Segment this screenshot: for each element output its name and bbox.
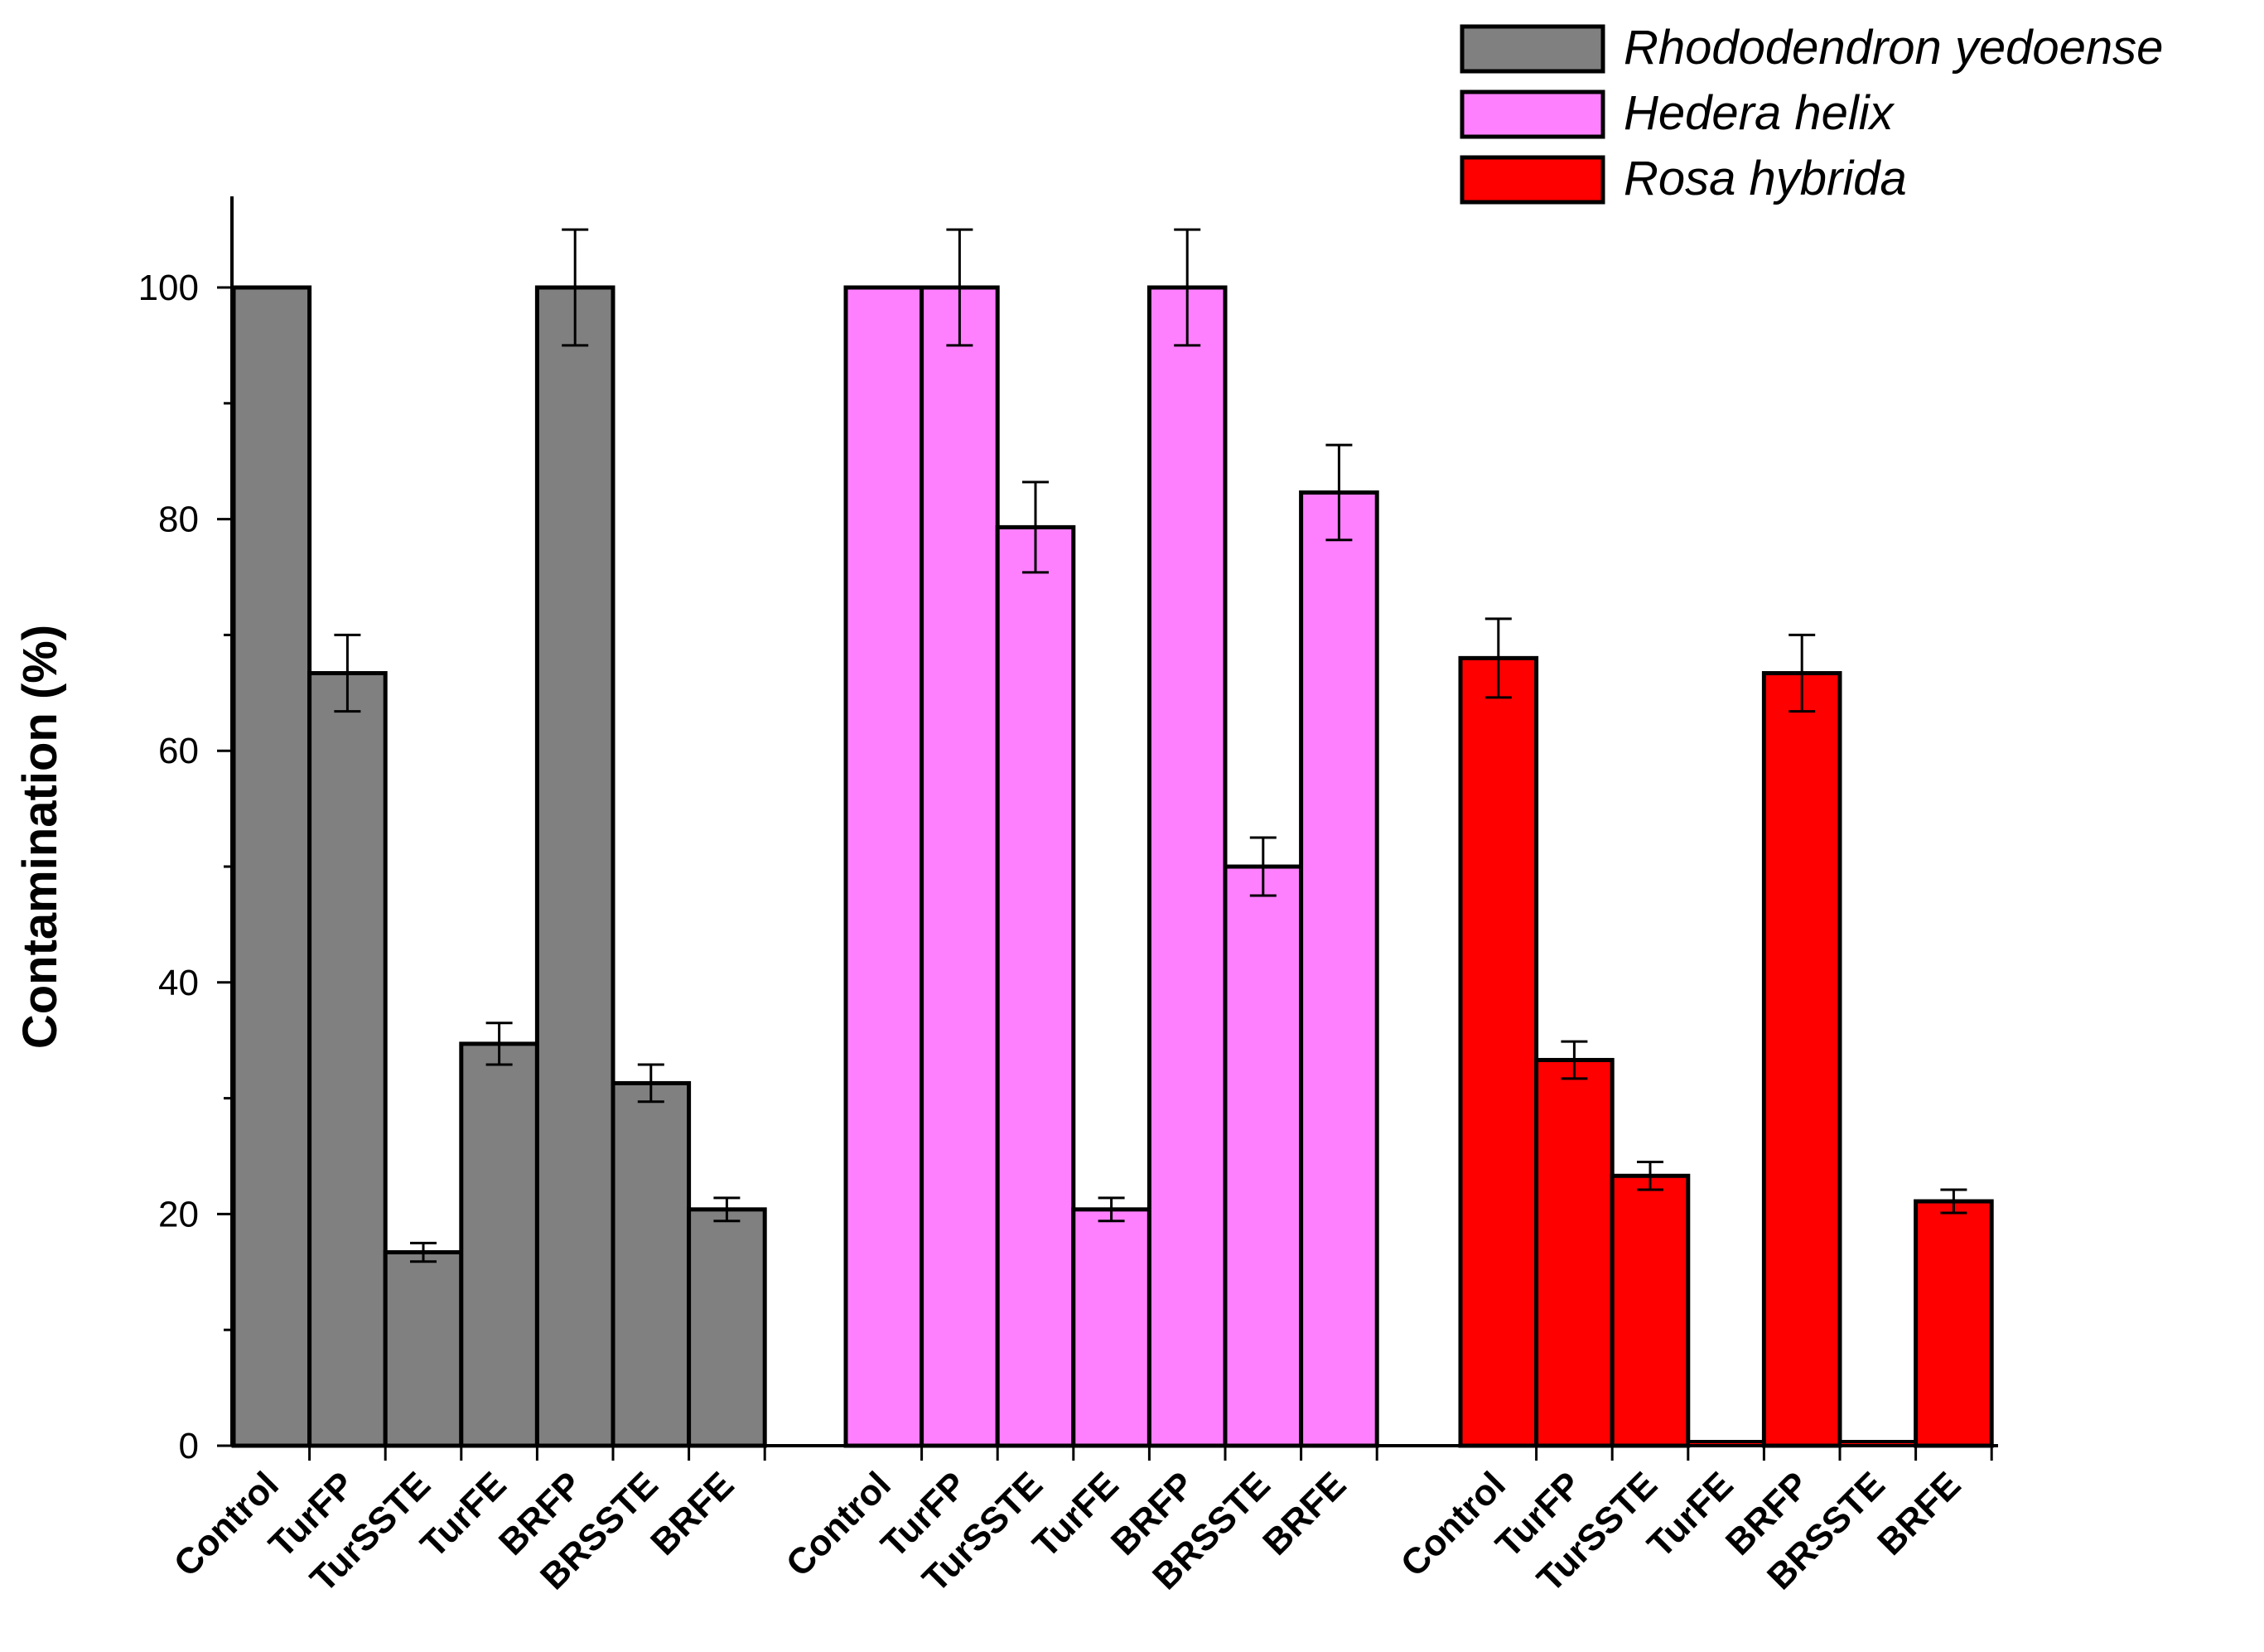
bar-hedera-helix-brfe[interactable]	[1299, 490, 1379, 1448]
bar-rosa-hybrida-brfe[interactable]	[1914, 1199, 1994, 1448]
bar-rhododendron-yedoense-brfp[interactable]	[534, 285, 615, 1448]
y-tick-label: 20	[158, 1194, 199, 1234]
y-tick-label: 100	[138, 268, 199, 308]
bar-rhododendron-yedoense-brfe[interactable]	[687, 1207, 767, 1448]
bar-rosa-hybrida-control[interactable]	[1458, 655, 1539, 1448]
bar-hedera-helix-turfp[interactable]	[920, 285, 1000, 1448]
legend-label: Rhododendron yedoense	[1624, 21, 2163, 75]
y-tick-label: 0	[179, 1426, 199, 1466]
bar-rhododendron-yedoense-brsste[interactable]	[611, 1080, 692, 1448]
bar-hedera-helix-tursste[interactable]	[995, 524, 1076, 1448]
bar-rosa-hybrida-turfp[interactable]	[1534, 1057, 1615, 1448]
category-label: Control	[167, 1464, 287, 1584]
bar-hedera-helix-brfp[interactable]	[1146, 285, 1228, 1448]
legend-label: Hedera helix	[1624, 86, 1895, 140]
legend-swatch-hedera-helix	[1460, 89, 1605, 139]
bar-rhododendron-yedoense-turfp[interactable]	[307, 671, 388, 1448]
bar-rosa-hybrida-tursste[interactable]	[1610, 1173, 1691, 1448]
bar-rhododendron-yedoense-turfe[interactable]	[459, 1041, 539, 1448]
category-label: BRFE	[1870, 1464, 1968, 1563]
category-label: Control	[1393, 1464, 1513, 1584]
bar-hedera-helix-turfe[interactable]	[1071, 1207, 1151, 1448]
bar-rosa-hybrida-brfp[interactable]	[1761, 671, 1842, 1448]
category-label: Control	[779, 1464, 899, 1584]
y-tick-label: 60	[158, 731, 199, 771]
y-tick-label: 40	[158, 963, 199, 1003]
legend-label: Rosa hybrida	[1624, 152, 1907, 205]
category-label: BRFE	[643, 1464, 741, 1563]
bar-rhododendron-yedoense-tursste[interactable]	[383, 1250, 464, 1448]
legend-swatch-rhododendron-yedoense	[1460, 24, 1605, 74]
category-label: TurFE	[1639, 1464, 1740, 1565]
bar-hedera-helix-brsste[interactable]	[1223, 864, 1304, 1448]
bar-rhododendron-yedoense-control[interactable]	[231, 285, 312, 1448]
legend-swatch-rosa-hybrida	[1460, 155, 1605, 205]
bar-hedera-helix-control[interactable]	[843, 285, 924, 1448]
y-axis-label: Contamination (%)	[13, 625, 67, 1049]
category-label: TurFE	[1025, 1464, 1126, 1565]
category-label: TurFE	[413, 1464, 514, 1565]
category-label: BRFE	[1255, 1464, 1354, 1563]
y-tick-label: 80	[158, 500, 199, 540]
